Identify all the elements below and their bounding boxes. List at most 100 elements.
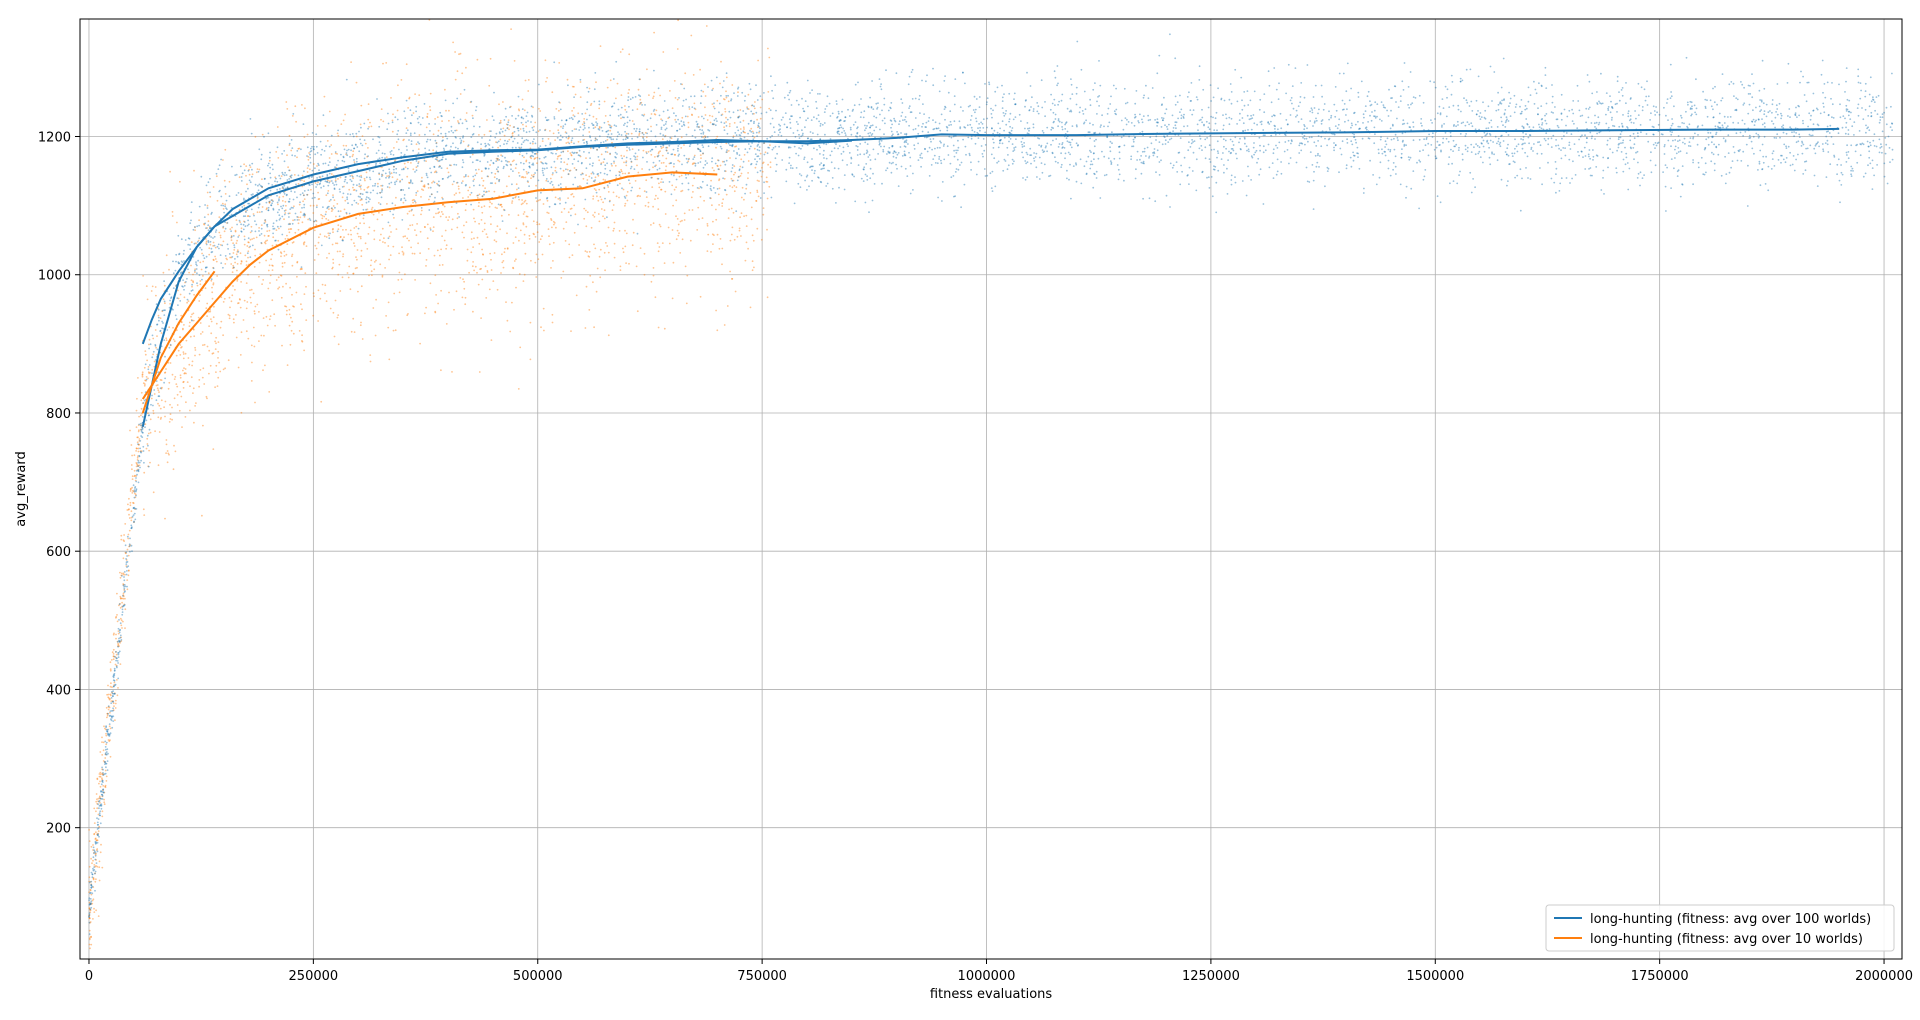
scatter-point: [1127, 102, 1129, 104]
scatter-point: [291, 330, 293, 332]
scatter-point: [174, 397, 176, 399]
scatter-point: [1471, 110, 1473, 112]
scatter-point: [335, 216, 337, 218]
scatter-point: [659, 187, 661, 189]
scatter-point: [1607, 140, 1609, 142]
scatter-point: [175, 261, 177, 263]
scatter-point: [121, 627, 123, 629]
scatter-point: [767, 296, 769, 298]
scatter-point: [509, 125, 511, 127]
scatter-point: [241, 412, 243, 414]
scatter-point: [720, 238, 722, 240]
scatter-point: [1786, 157, 1788, 159]
scatter-point: [145, 354, 147, 356]
scatter-point: [1497, 92, 1499, 94]
scatter-point: [96, 862, 98, 864]
scatter-point: [644, 190, 646, 192]
scatter-point: [582, 173, 584, 175]
scatter-point: [665, 158, 667, 160]
scatter-point: [922, 103, 924, 105]
scatter-point: [1335, 86, 1337, 88]
scatter-point: [798, 134, 800, 136]
scatter-point: [411, 140, 413, 142]
scatter-point: [1716, 104, 1718, 106]
scatter-point: [259, 211, 261, 213]
scatter-point: [1050, 109, 1052, 111]
scatter-point: [728, 111, 730, 113]
scatter-point: [188, 272, 190, 274]
scatter-point: [262, 206, 264, 208]
scatter-point: [675, 199, 677, 201]
scatter-point: [371, 270, 373, 272]
scatter-point: [208, 272, 210, 274]
scatter-point: [461, 72, 463, 74]
scatter-point: [108, 709, 110, 711]
scatter-point: [1596, 122, 1598, 124]
scatter-point: [1136, 159, 1138, 161]
scatter-point: [675, 186, 677, 188]
scatter-point: [473, 179, 475, 181]
scatter-point: [1672, 123, 1674, 125]
scatter-point: [343, 145, 345, 147]
scatter-point: [499, 139, 501, 141]
scatter-point: [1099, 197, 1101, 199]
scatter-point: [550, 218, 552, 220]
scatter-point: [310, 189, 312, 191]
scatter-point: [272, 169, 274, 171]
scatter-point: [773, 126, 775, 128]
scatter-point: [1605, 123, 1607, 125]
scatter-point: [236, 337, 238, 339]
scatter-point: [246, 245, 248, 247]
scatter-point: [342, 240, 344, 242]
scatter-point: [662, 181, 664, 183]
scatter-point: [92, 860, 94, 862]
scatter-point: [290, 150, 292, 152]
scatter-point: [1842, 115, 1844, 117]
scatter-point: [497, 225, 499, 227]
scatter-point: [724, 108, 726, 110]
scatter-point: [614, 147, 616, 149]
scatter-point: [1027, 154, 1029, 156]
scatter-point: [770, 166, 772, 168]
scatter-point: [953, 150, 955, 152]
scatter-point: [403, 254, 405, 256]
scatter-point: [472, 246, 474, 248]
scatter-point: [259, 262, 261, 264]
scatter-point: [281, 345, 283, 347]
scatter-point: [214, 386, 216, 388]
scatter-point: [412, 168, 414, 170]
scatter-point: [1493, 71, 1495, 73]
scatter-point: [212, 237, 214, 239]
scatter-point: [740, 128, 742, 130]
scatter-point: [348, 234, 350, 236]
scatter-point: [232, 271, 234, 273]
scatter-point: [917, 133, 919, 135]
scatter-point: [1042, 172, 1044, 174]
scatter-point: [494, 252, 496, 254]
scatter-point: [95, 871, 97, 873]
scatter-point: [1892, 149, 1894, 151]
scatter-point: [179, 336, 181, 338]
scatter-point: [328, 253, 330, 255]
scatter-point: [1525, 167, 1527, 169]
scatter-point: [139, 438, 141, 440]
scatter-point: [124, 627, 126, 629]
scatter-point: [370, 192, 372, 194]
scatter-point: [1677, 140, 1679, 142]
scatter-point: [1030, 85, 1032, 87]
scatter-point: [1524, 142, 1526, 144]
scatter-point: [1508, 105, 1510, 107]
scatter-point: [1347, 142, 1349, 144]
scatter-point: [490, 259, 492, 261]
scatter-point: [368, 103, 370, 105]
scatter-point: [1353, 136, 1355, 138]
scatter-point: [383, 237, 385, 239]
scatter-point: [264, 235, 266, 237]
scatter-point: [439, 112, 441, 114]
scatter-point: [538, 108, 540, 110]
scatter-point: [592, 281, 594, 283]
scatter-point: [445, 248, 447, 250]
scatter-point: [615, 157, 617, 159]
scatter-point: [556, 172, 558, 174]
scatter-point: [706, 184, 708, 186]
